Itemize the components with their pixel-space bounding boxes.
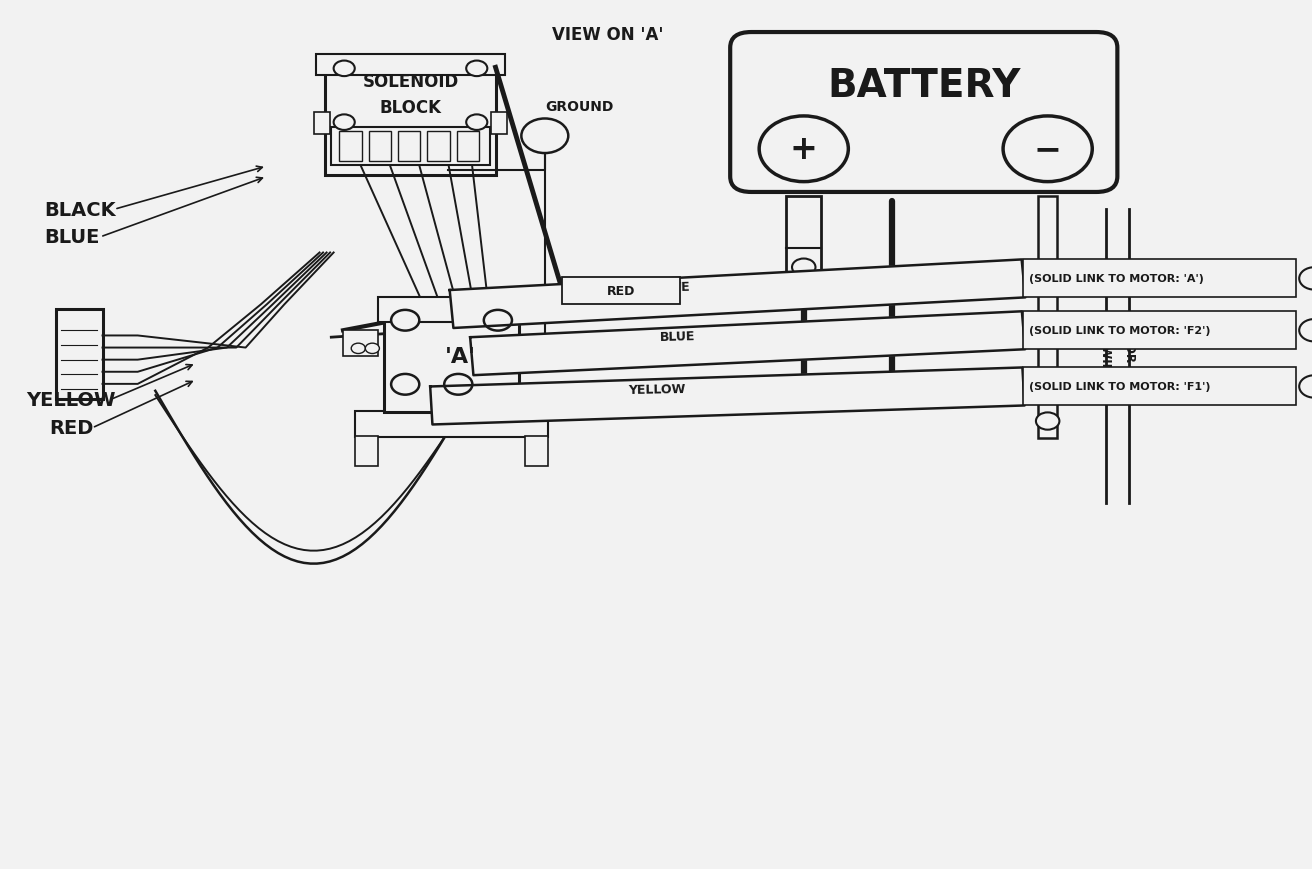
Text: VIEW ON 'A': VIEW ON 'A' [552,26,664,43]
Text: +: + [790,133,817,166]
Bar [786,197,821,279]
Circle shape [484,310,512,331]
Bar [563,277,680,305]
Text: −: − [1034,133,1061,166]
Circle shape [1299,375,1312,398]
Circle shape [466,116,487,130]
Text: BLACK: BLACK [43,201,115,220]
Bar [314,113,331,135]
Circle shape [521,119,568,154]
Circle shape [792,259,816,276]
Text: TO WINCH: TO WINCH [1099,322,1113,391]
Bar [384,301,520,413]
Circle shape [466,62,487,77]
Bar [378,298,525,322]
Bar [316,55,505,76]
Circle shape [352,344,365,354]
Circle shape [333,62,354,77]
Circle shape [333,116,354,130]
FancyBboxPatch shape [731,33,1118,193]
Bar [1038,197,1057,439]
Text: BATTERY: BATTERY [827,67,1021,104]
Text: (SOLID LINK TO MOTOR: 'F1'): (SOLID LINK TO MOTOR: 'F1') [1030,382,1211,392]
Bar [369,132,391,162]
Polygon shape [430,368,1025,425]
Circle shape [1004,116,1093,182]
Circle shape [391,310,420,331]
Text: BLUE: BLUE [660,330,695,344]
Text: MOTOR BODY: MOTOR BODY [1123,312,1136,401]
Bar [342,331,378,357]
Bar [398,132,420,162]
Bar [457,132,479,162]
Text: (SOLID LINK TO MOTOR: 'F2'): (SOLID LINK TO MOTOR: 'F2') [1030,326,1211,336]
Polygon shape [450,260,1026,328]
Text: RED: RED [607,285,635,298]
Bar [1023,368,1296,406]
Bar [332,128,489,166]
Bar [1023,312,1296,350]
Circle shape [1299,320,1312,342]
Circle shape [365,344,379,354]
Circle shape [760,116,849,182]
Polygon shape [470,312,1025,375]
Bar [55,309,102,400]
Bar [1023,260,1296,298]
Text: GROUND: GROUND [544,99,613,113]
Circle shape [1036,413,1059,430]
Bar [354,436,378,467]
Text: 'A': 'A' [445,347,476,367]
Text: WHITE: WHITE [644,281,690,295]
Circle shape [445,375,472,395]
Text: YELLOW: YELLOW [26,390,115,409]
Text: BLOCK: BLOCK [379,99,441,116]
Circle shape [391,375,420,395]
Text: BLUE: BLUE [43,229,100,247]
Bar [491,113,508,135]
Text: (SOLID LINK TO MOTOR: 'A'): (SOLID LINK TO MOTOR: 'A') [1030,274,1204,284]
Bar [525,436,548,467]
Text: YELLOW: YELLOW [628,382,686,396]
Bar [340,132,362,162]
Circle shape [1299,268,1312,290]
Bar [428,132,450,162]
Text: RED: RED [50,419,94,438]
Bar [354,411,548,437]
Text: SOLENOID: SOLENOID [362,73,459,91]
Bar [325,59,496,176]
